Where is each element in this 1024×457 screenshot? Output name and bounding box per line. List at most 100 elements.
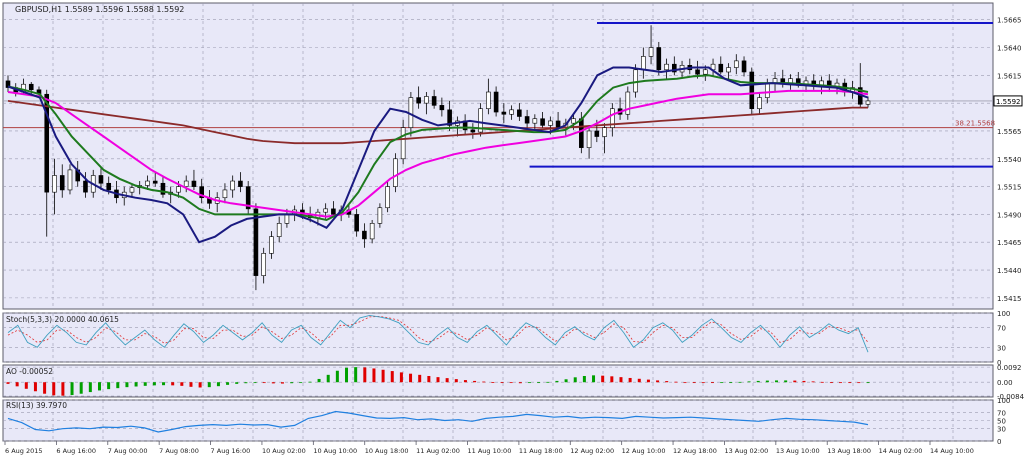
candle-body [571, 118, 576, 124]
ao-bar [43, 382, 47, 394]
stochastic-panel[interactable]: 100 70 30 0 [2, 310, 1010, 367]
candle-body [354, 214, 359, 232]
ao-bar [24, 382, 28, 389]
candle-body [424, 96, 429, 104]
candle-body [152, 180, 158, 184]
ao-bar [546, 381, 550, 383]
rsi-ytick-3: 30 [997, 426, 1006, 434]
candle-body [129, 187, 135, 193]
x-tick-label-16: 13 Aug 18:00 [827, 447, 871, 455]
candle-body [393, 158, 398, 187]
candle-body [749, 71, 755, 110]
fib-level-label: 38.21.5568 [955, 120, 995, 128]
stochastic-label: Stoch(5,3,3) 20.0000 40.0615 [6, 315, 119, 324]
ao-bar [125, 382, 129, 388]
ao-bar [637, 378, 641, 383]
candle-body [145, 180, 150, 186]
price-ytick-5: 1.5540 [997, 156, 1022, 164]
candle-body [261, 253, 266, 276]
ao-bar [326, 374, 330, 383]
candle-body [191, 180, 197, 187]
ao-bar [253, 382, 257, 384]
ao-bar [463, 380, 467, 383]
candle-body [238, 180, 243, 187]
ao-bar [280, 382, 284, 384]
rsi-ytick-0: 100 [997, 397, 1010, 405]
x-tick-label-1: 6 Aug 16:00 [56, 447, 96, 455]
awesome-oscillator-panel[interactable]: 0.0092 0.00 -0.0084 [2, 364, 1024, 401]
candle-body [377, 207, 383, 224]
candle-body [416, 97, 421, 104]
x-tick-label-12: 12 Aug 10:00 [622, 447, 666, 455]
ao-bar [564, 379, 568, 383]
candle-body [199, 186, 204, 199]
ao-bar [317, 378, 321, 383]
candle-body [28, 83, 34, 91]
candle-body [602, 127, 607, 137]
price-background [2, 2, 994, 310]
rsi-ytick-4: 0 [997, 438, 1001, 446]
candle-body [757, 97, 762, 110]
candle-body [183, 180, 189, 187]
ema-fast-line [7, 66, 869, 244]
candle-body [501, 111, 507, 115]
ao-bar [235, 382, 239, 384]
stoch-signal-line [7, 315, 869, 344]
ao-bar [226, 382, 230, 385]
price-panel[interactable]: 1.56651.56401.56151.55901.55651.55401.55… [2, 2, 1023, 310]
x-tick-label-14: 13 Aug 02:00 [724, 447, 768, 455]
candle-body [470, 129, 476, 133]
ao-bar [692, 382, 696, 384]
candle-body [493, 91, 499, 113]
ao-bar [756, 380, 760, 383]
ao-bar [829, 382, 833, 384]
stoch-background [2, 312, 994, 363]
candle-body [5, 80, 11, 88]
candle-body [331, 208, 336, 215]
ao-bar [262, 382, 266, 384]
ao-bar [143, 382, 147, 386]
ao-bar [775, 380, 779, 383]
ao-bar [582, 375, 586, 383]
candle-body [625, 91, 631, 115]
ao-bar [33, 382, 37, 392]
candle-body [369, 223, 375, 240]
ao-bar [345, 367, 349, 383]
ao-bar [418, 374, 422, 383]
candle-body [865, 100, 871, 105]
stoch-ytick-3: 0 [997, 359, 1001, 367]
candle-body [176, 186, 181, 193]
stoch-ytick-2: 30 [997, 344, 1006, 352]
price-ytick-9: 1.5440 [997, 267, 1022, 275]
ao-bar [674, 381, 678, 383]
chart-title: GBPUSD,H1 1.5589 1.5596 1.5588 1.5592 [15, 5, 184, 14]
ao-bar [555, 380, 559, 383]
candle-body [284, 214, 290, 224]
ao-bar [765, 380, 769, 383]
candle-body [555, 120, 561, 128]
ao-bar [784, 380, 788, 383]
ao-bar [820, 381, 824, 383]
rsi-ytick-1: 70 [997, 409, 1006, 417]
ao-bar [665, 381, 669, 383]
candle-body [579, 118, 584, 148]
ao-bar [710, 382, 714, 384]
candle-body [517, 109, 522, 117]
ao-bar [482, 381, 486, 383]
candle-body [656, 47, 662, 71]
ao-bar [409, 373, 413, 383]
candle-body [641, 56, 646, 71]
ao-bar [509, 382, 513, 384]
x-tick-label-15: 13 Aug 10:00 [776, 447, 820, 455]
candle-body [648, 47, 654, 57]
candle-body [245, 186, 251, 210]
candle-body [67, 169, 73, 191]
candle-body [230, 180, 235, 191]
ao-bar [802, 380, 806, 383]
candle-body [83, 180, 88, 193]
ao-bar [180, 382, 184, 386]
price-ytick-8: 1.5465 [997, 239, 1022, 247]
ao-bar [299, 382, 303, 384]
candle-body [586, 130, 592, 148]
